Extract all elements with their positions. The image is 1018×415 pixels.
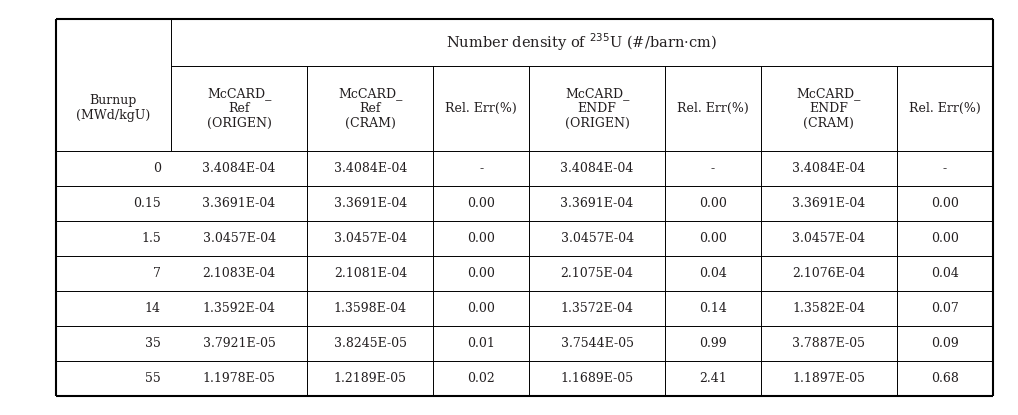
Text: 0.00: 0.00 [467, 302, 495, 315]
Text: 2.1083E-04: 2.1083E-04 [203, 267, 276, 280]
Text: 1.3572E-04: 1.3572E-04 [561, 302, 633, 315]
Text: 3.4084E-04: 3.4084E-04 [561, 162, 634, 175]
Text: 1.3598E-04: 1.3598E-04 [334, 302, 407, 315]
Text: 55: 55 [145, 372, 161, 385]
Text: Rel. Err(%): Rel. Err(%) [445, 102, 517, 115]
Text: 0.00: 0.00 [467, 197, 495, 210]
Text: 0.00: 0.00 [467, 232, 495, 245]
Text: McCARD_
Ref
(ORIGEN): McCARD_ Ref (ORIGEN) [207, 87, 272, 130]
Text: 3.8245E-05: 3.8245E-05 [334, 337, 407, 350]
Text: 2.1076E-04: 2.1076E-04 [792, 267, 865, 280]
Text: 3.4084E-04: 3.4084E-04 [203, 162, 276, 175]
Text: 3.4084E-04: 3.4084E-04 [792, 162, 865, 175]
Text: Rel. Err(%): Rel. Err(%) [677, 102, 749, 115]
Text: Number density of $^{235}$U (#/barn·cm): Number density of $^{235}$U (#/barn·cm) [446, 32, 717, 53]
Text: 0: 0 [153, 162, 161, 175]
Text: 3.3691E-04: 3.3691E-04 [334, 197, 407, 210]
Text: 0.68: 0.68 [930, 372, 959, 385]
Text: 1.1897E-05: 1.1897E-05 [792, 372, 865, 385]
Text: McCARD_
ENDF
(CRAM): McCARD_ ENDF (CRAM) [797, 87, 861, 130]
Text: Burnup
(MWd/kgU): Burnup (MWd/kgU) [76, 94, 151, 122]
Text: 0.09: 0.09 [931, 337, 959, 350]
Text: -: - [943, 162, 947, 175]
Text: 0.01: 0.01 [467, 337, 495, 350]
Text: 3.7887E-05: 3.7887E-05 [792, 337, 865, 350]
Text: -: - [711, 162, 715, 175]
Text: 2.1081E-04: 2.1081E-04 [334, 267, 407, 280]
Text: 0.02: 0.02 [467, 372, 495, 385]
Text: 1.1689E-05: 1.1689E-05 [561, 372, 633, 385]
Text: 0.00: 0.00 [699, 232, 727, 245]
Text: 3.3691E-04: 3.3691E-04 [203, 197, 276, 210]
Text: 3.0457E-04: 3.0457E-04 [203, 232, 276, 245]
Text: 0.00: 0.00 [930, 232, 959, 245]
Text: 0.04: 0.04 [930, 267, 959, 280]
Text: 3.0457E-04: 3.0457E-04 [792, 232, 865, 245]
Text: 0.00: 0.00 [930, 197, 959, 210]
Text: -: - [479, 162, 484, 175]
Text: 3.7921E-05: 3.7921E-05 [203, 337, 276, 350]
Text: 1.3582E-04: 1.3582E-04 [792, 302, 865, 315]
Text: 3.0457E-04: 3.0457E-04 [561, 232, 633, 245]
Text: 3.3691E-04: 3.3691E-04 [561, 197, 634, 210]
Text: 1.5: 1.5 [140, 232, 161, 245]
Text: 0.04: 0.04 [699, 267, 727, 280]
Text: 3.7544E-05: 3.7544E-05 [561, 337, 633, 350]
Text: 1.2189E-05: 1.2189E-05 [334, 372, 407, 385]
Text: 35: 35 [145, 337, 161, 350]
Text: 7: 7 [153, 267, 161, 280]
Text: 0.00: 0.00 [699, 197, 727, 210]
Text: 0.07: 0.07 [931, 302, 959, 315]
Text: 0.99: 0.99 [699, 337, 727, 350]
Text: 3.0457E-04: 3.0457E-04 [334, 232, 407, 245]
Text: 1.1978E-05: 1.1978E-05 [203, 372, 276, 385]
Text: McCARD_
ENDF
(ORIGEN): McCARD_ ENDF (ORIGEN) [565, 87, 629, 130]
Text: 14: 14 [145, 302, 161, 315]
Text: Rel. Err(%): Rel. Err(%) [909, 102, 980, 115]
Text: 3.3691E-04: 3.3691E-04 [792, 197, 865, 210]
Text: 1.3592E-04: 1.3592E-04 [203, 302, 276, 315]
Text: McCARD_
Ref
(CRAM): McCARD_ Ref (CRAM) [338, 87, 402, 130]
Text: 0.14: 0.14 [699, 302, 727, 315]
Text: 0.15: 0.15 [133, 197, 161, 210]
Text: 0.00: 0.00 [467, 267, 495, 280]
Text: 2.1075E-04: 2.1075E-04 [561, 267, 633, 280]
Text: 2.41: 2.41 [699, 372, 727, 385]
Text: 3.4084E-04: 3.4084E-04 [334, 162, 407, 175]
